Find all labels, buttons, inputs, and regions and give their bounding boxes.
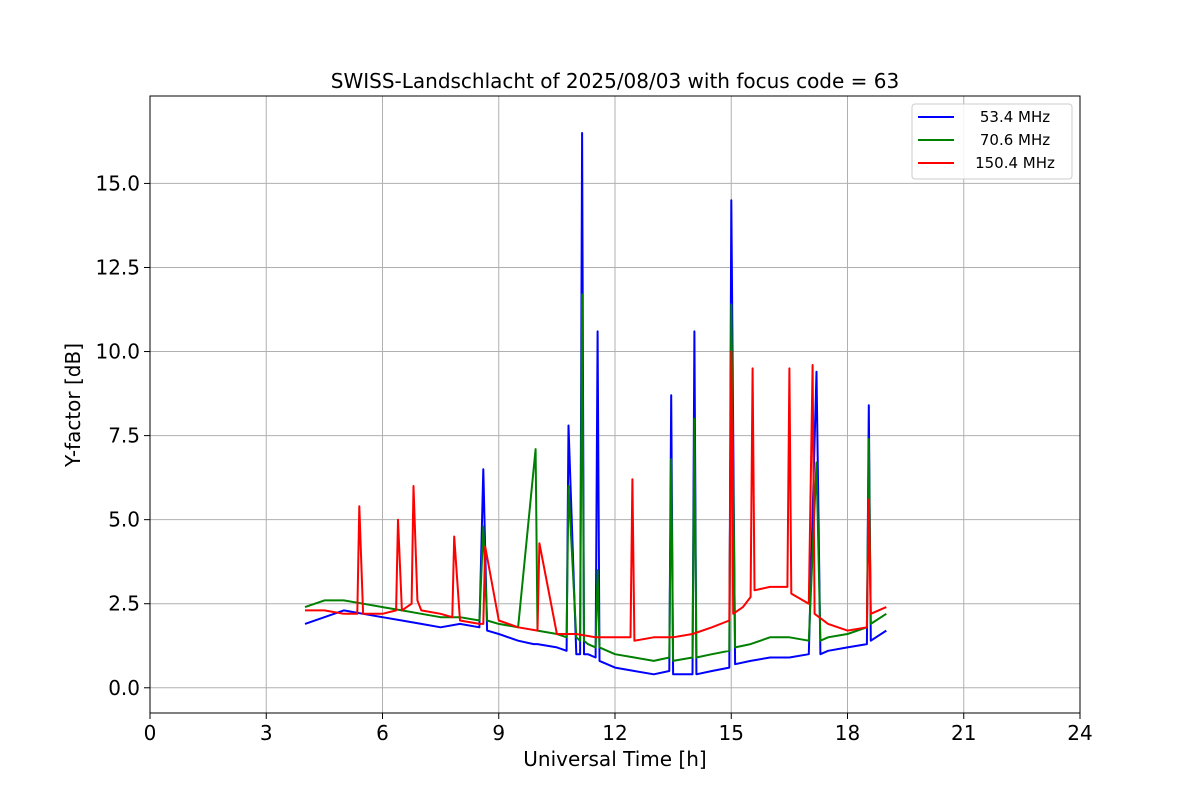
y-tick-label: 5.0 — [108, 508, 140, 532]
legend-label: 53.4 MHz — [980, 108, 1050, 126]
legend: 53.4 MHz 70.6 MHz 150.4 MHz — [911, 103, 1073, 180]
x-tick-label: 0 — [144, 721, 157, 745]
x-tick-label: 3 — [260, 721, 273, 745]
x-axis-label: Universal Time [h] — [523, 747, 706, 771]
legend-box — [911, 103, 1073, 180]
y-tick-label: 15.0 — [95, 171, 140, 195]
series-lines — [304, 132, 887, 676]
y-tick-label: 2.5 — [108, 592, 140, 616]
series-line — [305, 350, 887, 642]
legend-label: 70.6 MHz — [980, 131, 1050, 149]
x-tick-label: 24 — [1067, 721, 1092, 745]
series-line — [304, 293, 887, 662]
x-tick-label: 15 — [719, 721, 744, 745]
x-tick-label: 12 — [602, 721, 627, 745]
y-tick-label: 0.0 — [108, 676, 140, 700]
legend-items: 53.4 MHz 70.6 MHz 150.4 MHz — [918, 108, 1055, 172]
y-axis-label: Y-factor [dB] — [61, 343, 85, 468]
y-tick-label: 10.0 — [95, 340, 140, 364]
x-tick-label: 9 — [492, 721, 505, 745]
chart-title: SWISS-Landschlacht of 2025/08/03 with fo… — [331, 69, 899, 93]
legend-label: 150.4 MHz — [975, 154, 1055, 172]
series-line — [304, 132, 887, 676]
axis-ticks: 0 3 6 9 12 15 18 21 24 0.0 2.5 5.0 7.5 10.0 12.5 15.0 — [95, 171, 1092, 745]
y-tick-label: 7.5 — [108, 424, 140, 448]
x-tick-label: 6 — [376, 721, 389, 745]
y-tick-label: 12.5 — [95, 255, 140, 279]
x-tick-label: 18 — [835, 721, 860, 745]
x-tick-label: 21 — [951, 721, 976, 745]
